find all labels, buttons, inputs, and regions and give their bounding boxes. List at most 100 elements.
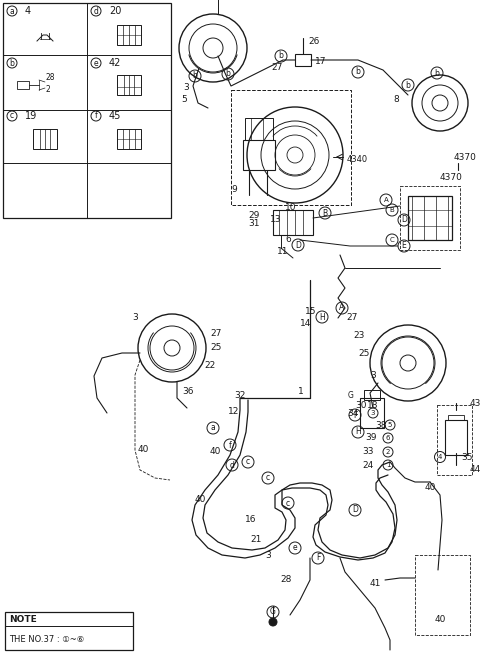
Bar — [437, 405, 472, 475]
Text: D: D — [352, 505, 358, 515]
Text: D: D — [401, 216, 407, 224]
Text: B: B — [323, 209, 327, 218]
Text: 5: 5 — [181, 95, 187, 105]
Text: 42: 42 — [109, 58, 121, 68]
Text: 3: 3 — [132, 313, 138, 322]
Text: 35: 35 — [461, 453, 472, 461]
Text: 27: 27 — [210, 328, 221, 338]
Text: a: a — [211, 424, 216, 432]
Text: 12: 12 — [228, 407, 240, 417]
Text: 40: 40 — [138, 445, 149, 455]
Text: 43: 43 — [470, 399, 480, 407]
Text: 5: 5 — [388, 422, 392, 428]
Text: 40: 40 — [195, 495, 206, 505]
Bar — [33, 129, 57, 149]
Text: 4: 4 — [438, 454, 442, 460]
Text: 3: 3 — [371, 410, 375, 416]
Bar — [448, 415, 464, 420]
Text: 40: 40 — [210, 447, 221, 457]
Text: 25: 25 — [210, 343, 221, 353]
Text: b: b — [434, 68, 439, 78]
Bar — [360, 398, 384, 428]
Text: 18: 18 — [367, 401, 379, 409]
Bar — [400, 186, 460, 250]
Text: 1: 1 — [298, 388, 304, 397]
Text: 14: 14 — [300, 318, 312, 328]
Text: 2: 2 — [386, 449, 390, 455]
Text: 36: 36 — [182, 388, 193, 397]
Text: 40: 40 — [435, 615, 446, 624]
Bar — [445, 420, 467, 455]
Text: A: A — [384, 197, 388, 203]
Bar — [243, 140, 275, 170]
Bar — [17, 81, 29, 89]
Text: 38: 38 — [375, 420, 386, 430]
Text: A: A — [339, 303, 345, 313]
Text: 19: 19 — [25, 111, 37, 121]
Text: 27: 27 — [346, 313, 358, 322]
Text: H: H — [319, 313, 325, 322]
Text: 2: 2 — [46, 86, 51, 95]
Text: THE NO.37 : ①~⑥: THE NO.37 : ①~⑥ — [9, 634, 84, 644]
Text: 28: 28 — [280, 576, 291, 584]
Bar — [273, 210, 313, 235]
Text: 39: 39 — [365, 434, 376, 442]
Text: 1: 1 — [386, 462, 390, 468]
Text: 45: 45 — [109, 111, 121, 121]
Text: E: E — [402, 241, 407, 251]
Text: 3: 3 — [265, 551, 271, 559]
Text: b: b — [226, 70, 230, 78]
Text: 27: 27 — [271, 64, 282, 72]
Text: b: b — [10, 59, 14, 68]
Text: 3: 3 — [370, 370, 376, 380]
Text: b: b — [192, 72, 197, 80]
Text: 6: 6 — [386, 435, 390, 441]
Text: 26: 26 — [308, 38, 319, 47]
Text: 4: 4 — [25, 6, 31, 16]
Text: b: b — [406, 80, 410, 89]
Text: d: d — [94, 7, 98, 16]
Text: 30: 30 — [355, 401, 367, 409]
Text: H: H — [355, 428, 361, 436]
Text: 23: 23 — [353, 330, 364, 340]
Text: e: e — [293, 544, 297, 553]
Text: 10: 10 — [285, 203, 297, 211]
Text: 40: 40 — [425, 484, 436, 492]
Text: 15: 15 — [305, 307, 316, 316]
Text: 44: 44 — [470, 465, 480, 474]
Text: 28: 28 — [46, 74, 56, 82]
Text: 3: 3 — [183, 84, 189, 93]
Text: F: F — [316, 553, 320, 563]
Bar — [231, 90, 351, 205]
Text: f: f — [95, 111, 97, 120]
Bar — [408, 196, 452, 240]
Text: b: b — [278, 51, 283, 61]
Bar — [295, 54, 311, 66]
Text: 29: 29 — [248, 211, 259, 220]
Bar — [364, 390, 380, 400]
Text: G: G — [270, 607, 276, 617]
Text: c: c — [246, 457, 250, 467]
Text: 24: 24 — [362, 461, 373, 470]
Text: 4370: 4370 — [440, 174, 463, 182]
Text: a: a — [10, 7, 14, 16]
Text: 25: 25 — [358, 349, 370, 357]
Bar — [117, 129, 141, 149]
Text: 21: 21 — [250, 536, 262, 545]
Text: 22: 22 — [204, 361, 215, 370]
Text: 13: 13 — [270, 216, 281, 224]
Text: NOTE: NOTE — [9, 615, 37, 624]
Text: 9: 9 — [231, 186, 237, 195]
Text: c: c — [286, 499, 290, 507]
Text: 33: 33 — [362, 447, 373, 457]
Text: c: c — [266, 474, 270, 482]
Text: B: B — [390, 207, 395, 213]
Text: F: F — [353, 411, 357, 420]
Text: 11: 11 — [277, 247, 288, 257]
Text: 4370: 4370 — [454, 153, 477, 163]
Text: c: c — [10, 111, 14, 120]
Text: D: D — [295, 241, 301, 249]
Bar — [3, 3, 171, 218]
Text: 32: 32 — [234, 390, 245, 399]
Bar — [5, 612, 133, 650]
